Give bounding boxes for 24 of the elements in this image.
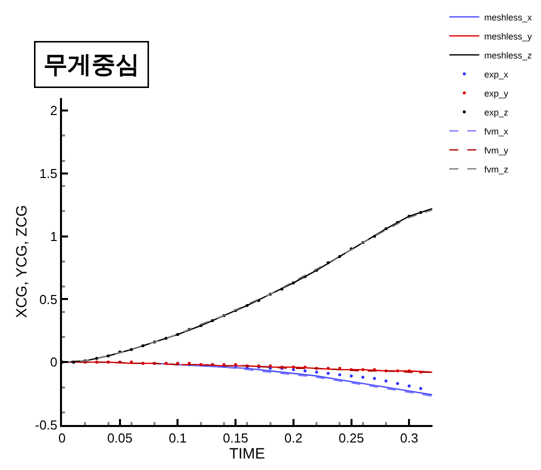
x-tick-label: 0.15	[222, 430, 248, 446]
legend-label: fvm_x	[484, 126, 509, 136]
y-tick-label: 0.5	[39, 292, 58, 307]
y-tick-label: 2	[50, 103, 58, 118]
legend-label: exp_x	[484, 69, 509, 80]
y-tick-label: 0	[50, 354, 58, 370]
x-axis-title: TIME	[229, 446, 266, 463]
chart-title: 무게중심	[44, 50, 140, 78]
x-tick-label: 0.1	[168, 430, 187, 446]
y-tick-label: -0.5	[34, 418, 58, 433]
x-tick-label: 0.25	[338, 430, 364, 446]
legend-label: exp_y	[484, 88, 509, 98]
legend-label: fvm_y	[484, 145, 509, 156]
legend-label: meshless_x	[484, 12, 532, 22]
x-tick-label: 0.05	[107, 430, 133, 446]
y-tick-label: 1	[50, 228, 58, 244]
x-tick-label: 0.3	[400, 430, 418, 446]
legend-label: exp_z	[484, 107, 509, 118]
legend-label: meshless_y	[484, 31, 532, 42]
legend-label: fvm_z	[484, 164, 509, 174]
y-tick-label: 1.5	[39, 166, 58, 182]
y-axis-title: XCG, YCG, ZCG	[14, 204, 31, 318]
x-tick-label: 0.2	[284, 430, 302, 446]
legend-label: meshless_z	[484, 50, 532, 60]
